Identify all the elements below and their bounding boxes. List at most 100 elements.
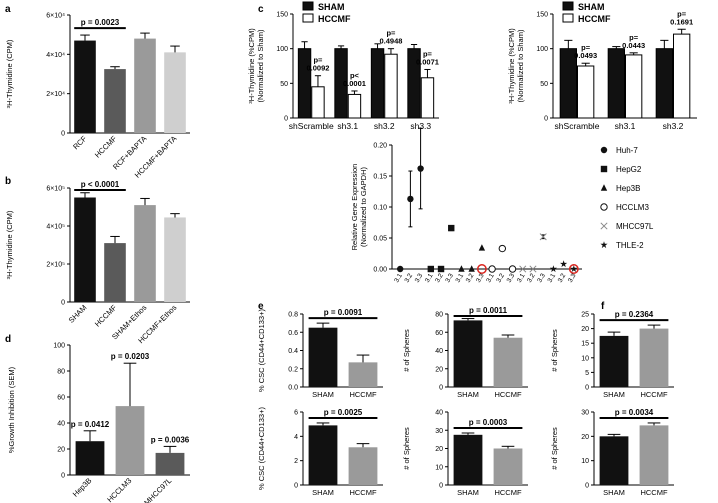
y-tick-label: 2×10⁴ (46, 91, 65, 98)
y-axis-label: # of Spheres (402, 329, 411, 372)
bar (453, 434, 483, 485)
x-tick-label: sh3.1 (615, 121, 636, 131)
panel-label: d (5, 334, 11, 345)
marker-circle (407, 195, 414, 203)
panel-label: c (258, 4, 264, 15)
p-value-label: p = 0.0003 (469, 418, 508, 427)
p-value-line: 0.1691 (670, 17, 693, 26)
bar (104, 69, 126, 133)
p-value-line: p= (581, 43, 591, 52)
legend-label: HCCLM3 (616, 203, 649, 212)
y-tick-label: 0.05 (373, 236, 387, 243)
y-tick-label: 0.4 (288, 348, 298, 355)
p-value-label: p< 0.0001 (343, 71, 366, 88)
x-tick-label: 3.3 (506, 272, 517, 284)
x-tick-label: SHAM (603, 488, 625, 497)
y-tick-label: 150 (276, 12, 288, 19)
marker-x (519, 265, 527, 273)
marker-triangle (600, 184, 608, 191)
x-tick-label: sh3.1 (337, 121, 358, 131)
y-axis-label: ³H-Thymidine (CPM) (5, 210, 14, 279)
p-value-line: 0.0092 (306, 64, 329, 73)
x-tick-label: 3.3 (444, 272, 455, 284)
y-axis-label-2: (Normalized to Sham) (516, 29, 525, 102)
chart-panel-c3: 0.00 0.05 0.10 0.15 0.20 Relative Gene Expres… (350, 127, 654, 284)
x-tick-label: HCCMF (349, 488, 376, 497)
x-tick-label: MHCC97L (142, 476, 173, 503)
y-tick-label: 0 (284, 116, 288, 123)
x-tick-label: 3.2 (526, 272, 537, 284)
bar (599, 335, 629, 387)
p-value-label: p = 0.0025 (324, 408, 363, 417)
y-tick-label: 150 (536, 12, 548, 19)
bar (74, 40, 96, 133)
bar (348, 362, 378, 387)
marker-square (437, 265, 445, 273)
p-value-label: p = 0.0203 (111, 352, 150, 361)
bar (639, 425, 669, 485)
x-tick-label: RCF (71, 134, 89, 152)
bar (384, 53, 398, 119)
y-axis-label: ³H-Thymidine (%CPM) (507, 28, 516, 104)
y-tick-label: 0.0 (288, 385, 298, 392)
y-tick-label: 30 (435, 428, 443, 435)
legend-label: HepG2 (616, 165, 642, 174)
legend-label: Huh-7 (616, 146, 638, 155)
marker-open-circle (508, 265, 517, 273)
p-value-line: 0.0071 (416, 57, 439, 66)
bar (74, 197, 96, 302)
y-tick-label: 100 (276, 46, 288, 53)
y-tick-label: 0.15 (373, 174, 387, 181)
y-tick-label: 0.2 (288, 366, 298, 373)
y-tick-label: 0.20 (373, 143, 387, 150)
y-tick-label: 60 (57, 395, 65, 402)
y-tick-label: 20 (435, 366, 443, 373)
y-tick-label: 6×10⁴ (46, 13, 65, 20)
bar (134, 38, 156, 133)
panel-label: a (5, 4, 11, 15)
p-value-label: p= 0.0071 (416, 49, 439, 66)
bar (115, 406, 145, 475)
bar (348, 447, 378, 485)
y-tick-label: 4 (294, 434, 298, 441)
marker-circle (417, 165, 424, 172)
marker-star (600, 241, 608, 249)
chart-panel-c1: 0 50 100 150 ³H-Thymidine (%CPM) (Normalized … (247, 1, 439, 131)
y-tick-label: 4×10⁵ (46, 224, 65, 231)
y-axis-label: %Growth Inhibition (SEM) (7, 366, 16, 453)
bar (639, 328, 669, 387)
y-axis-label-2: (Normalized to Sham) (256, 29, 265, 102)
p-value-label: p < 0.0001 (81, 180, 120, 189)
chart-panel-c2: 0 50 100 150 ³H-Thymidine (%CPM) (Normalized … (507, 1, 697, 131)
marker-square (427, 265, 435, 273)
p-value-line: p= (629, 33, 639, 42)
y-tick-label: 10 (435, 464, 443, 471)
p-value-label: p= 0.0443 (622, 33, 645, 50)
bar (607, 48, 625, 119)
x-tick-label: sh3.2 (374, 121, 395, 131)
p-value-line: p= (313, 56, 323, 65)
x-tick-label: SHAM (67, 303, 89, 325)
y-tick-label: 100 (53, 343, 65, 350)
y-axis-label: ³H-Thymidine (%CPM) (247, 28, 256, 104)
x-tick-label: Hep3B (71, 476, 94, 499)
y-tick-label: 10 (581, 355, 589, 362)
p-value-label: p= 0.4948 (379, 29, 402, 46)
marker-square (600, 165, 608, 173)
chart-panel-f2: 0 10 20 30 # of Spheres SHAM HCCMF p = 0.0034 (550, 408, 674, 497)
bar (297, 48, 312, 119)
y-axis-label-2: (Normalized to GAPDH) (359, 166, 368, 247)
p-value-label: p = 0.0091 (324, 308, 363, 317)
legend-swatch (562, 1, 574, 11)
x-tick-label: SHAM (603, 390, 625, 399)
bar (347, 93, 362, 119)
chart-panel-f1: 0 5 10 15 20 25 # of Spheres f SHAM HCCMF p = 0.23… (550, 301, 674, 399)
y-axis-label: ³H-Thymidine (CPM) (5, 39, 14, 108)
p-value-label: p = 0.0011 (469, 306, 508, 315)
p-value-label: p = 0.0036 (151, 435, 190, 444)
y-tick-label: 0 (61, 473, 65, 480)
y-tick-label: 0.8 (288, 312, 298, 319)
y-tick-label: 0 (585, 385, 589, 392)
p-value-line: p< (350, 71, 360, 80)
